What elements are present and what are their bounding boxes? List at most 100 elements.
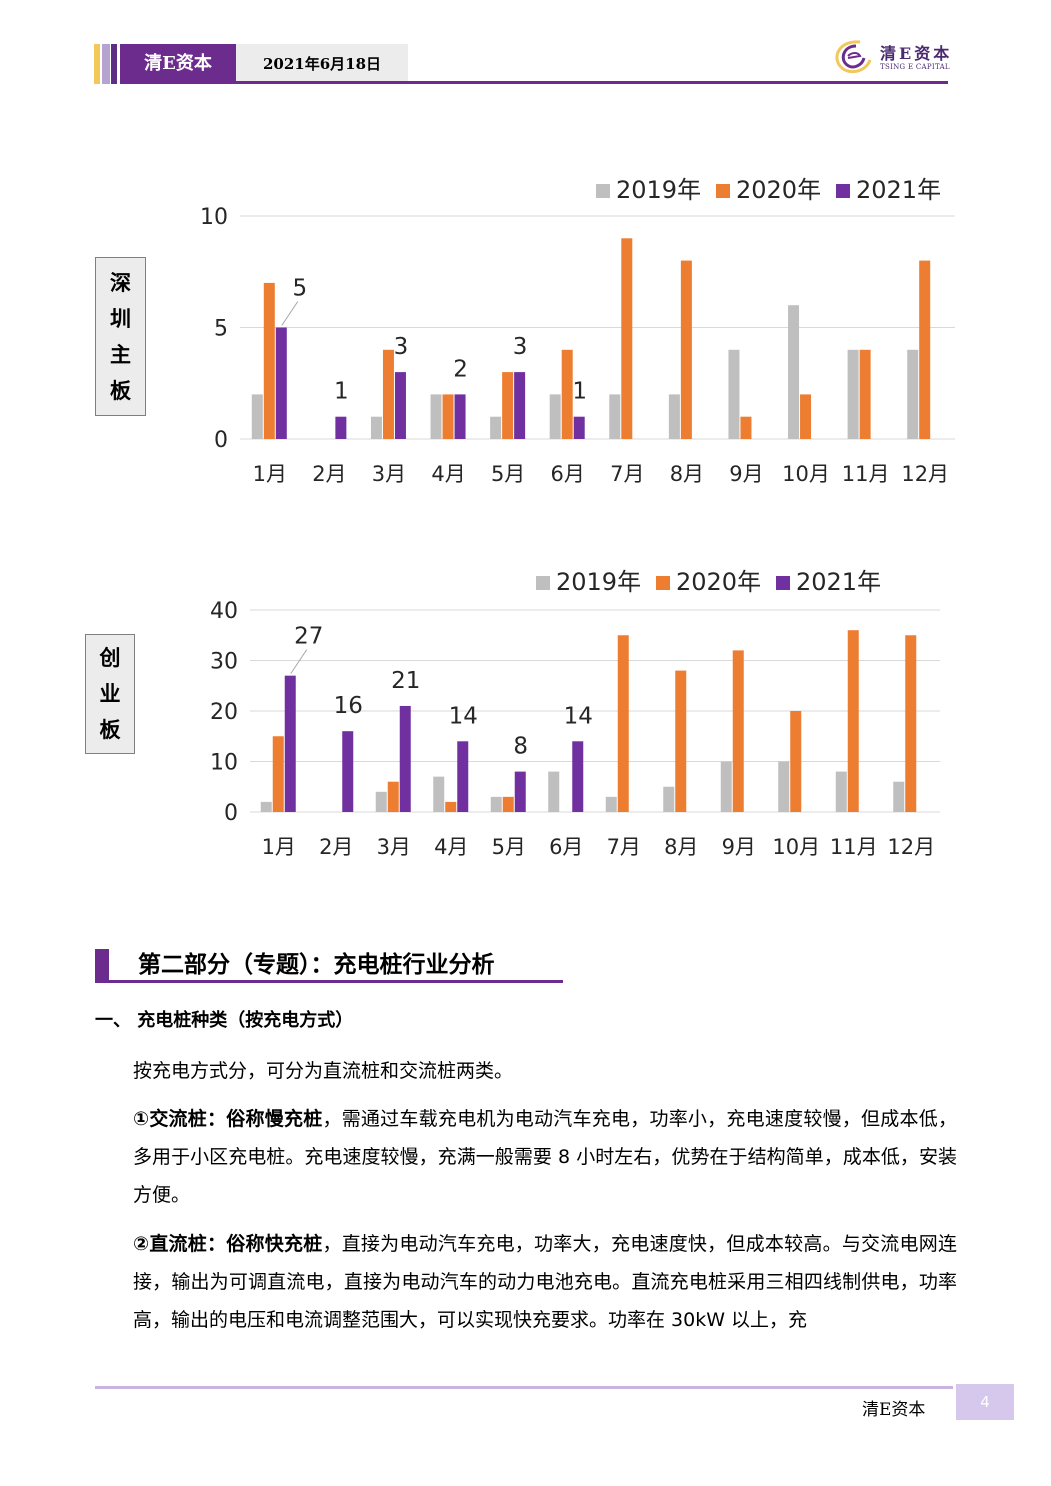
bar-2021年-3月 bbox=[399, 705, 411, 812]
paragraph: 按充电方式分，可分为直流桩和交流桩两类。 bbox=[95, 1052, 957, 1090]
header-accent-bar-purple bbox=[111, 44, 117, 84]
bar-2021年-2月 bbox=[342, 731, 354, 812]
x-tick-label: 4月 bbox=[431, 462, 465, 486]
x-tick-label: 11月 bbox=[830, 835, 878, 859]
x-tick-label: 10月 bbox=[772, 835, 820, 859]
y-tick-label: 0 bbox=[214, 428, 228, 453]
bar-2021年-1月 bbox=[284, 675, 296, 812]
section-underline bbox=[95, 980, 563, 983]
side-label-char: 板 bbox=[110, 378, 131, 403]
bar-2020年-7月 bbox=[621, 238, 633, 439]
bar-2020年-1月 bbox=[263, 282, 275, 439]
x-tick-label: 6月 bbox=[551, 462, 585, 486]
y-tick-label: 10 bbox=[200, 205, 228, 230]
x-tick-label: 11月 bbox=[842, 462, 890, 486]
legend-swatch bbox=[836, 184, 850, 198]
data-label: 3 bbox=[513, 334, 528, 360]
bar-2019年-11月 bbox=[847, 349, 859, 439]
bar-2019年-8月 bbox=[668, 394, 680, 439]
x-tick-label: 1月 bbox=[253, 462, 287, 486]
header-accent-bar-lavender bbox=[102, 44, 110, 84]
bar-2021年-6月 bbox=[572, 741, 584, 812]
paragraph: ②直流桩：俗称快充桩，直接为电动汽车充电，功率大，充电速度快，但成本较高。与交流… bbox=[95, 1225, 957, 1339]
y-tick-label: 30 bbox=[210, 650, 238, 675]
logo-chinese-name: 清E资本 bbox=[880, 44, 953, 63]
data-label: 3 bbox=[394, 334, 409, 360]
bar-2019年-12月 bbox=[907, 349, 919, 439]
bar-2021年-6月 bbox=[573, 416, 585, 439]
bar-2020年-6月 bbox=[561, 349, 573, 439]
x-tick-label: 12月 bbox=[901, 462, 949, 486]
paragraph-text: 按充电方式分，可分为直流桩和交流桩两类。 bbox=[133, 1060, 514, 1082]
legend-swatch bbox=[776, 576, 790, 590]
bar-2020年-3月 bbox=[387, 781, 399, 812]
x-tick-label: 3月 bbox=[372, 462, 406, 486]
side-label-char: 主 bbox=[110, 342, 131, 367]
bar-2021年-4月 bbox=[457, 741, 469, 812]
y-tick-label: 0 bbox=[224, 801, 238, 826]
bar-2019年-1月 bbox=[251, 394, 263, 439]
logo-english-name: TSING E CAPITAL bbox=[880, 63, 950, 71]
data-label: 8 bbox=[513, 734, 528, 760]
bar-2019年-5月 bbox=[490, 416, 502, 439]
paragraph: ①交流桩：俗称慢充桩，需通过车载充电机为电动汽车充电，功率小，充电速度较慢，但成… bbox=[95, 1100, 957, 1214]
bar-2020年-4月 bbox=[445, 801, 457, 812]
bar-2020年-4月 bbox=[442, 394, 454, 439]
legend-label: 2020年 bbox=[736, 176, 821, 204]
bar-2021年-4月 bbox=[454, 394, 466, 439]
side-label-char: 业 bbox=[99, 682, 121, 706]
y-tick-label: 10 bbox=[210, 751, 238, 776]
bar-2020年-5月 bbox=[502, 372, 514, 439]
x-tick-label: 9月 bbox=[729, 462, 763, 486]
bar-2019年-4月 bbox=[430, 394, 442, 439]
header-rule bbox=[120, 81, 948, 84]
header-accent-bar-yellow bbox=[94, 44, 100, 84]
paragraph-lead: ①交流桩：俗称慢充桩 bbox=[133, 1108, 323, 1130]
paragraph-text: ，需通过车载充电机为电动汽车充电，功率小，充电速度较慢，但成本低，多用于小区充电… bbox=[133, 1108, 957, 1206]
section-title: 第二部分（专题）：充电桩行业分析 bbox=[138, 952, 495, 978]
bar-2020年-7月 bbox=[617, 635, 629, 812]
x-tick-label: 5月 bbox=[491, 462, 525, 486]
data-label-leader-line bbox=[290, 649, 308, 674]
bar-2020年-10月 bbox=[800, 394, 812, 439]
chart1-side-label: 深 圳 主 板 bbox=[95, 257, 146, 416]
side-label-char: 创 bbox=[99, 646, 121, 670]
bar-2021年-5月 bbox=[514, 372, 526, 439]
paragraph-lead: ②直流桩：俗称快充桩 bbox=[133, 1233, 323, 1255]
x-tick-label: 7月 bbox=[610, 462, 644, 486]
bar-2019年-6月 bbox=[549, 394, 561, 439]
bar-2020年-1月 bbox=[272, 736, 284, 812]
y-tick-label: 20 bbox=[210, 700, 238, 725]
x-tick-label: 4月 bbox=[434, 835, 468, 859]
side-label-char: 板 bbox=[99, 718, 121, 742]
bar-2020年-3月 bbox=[382, 349, 394, 439]
bar-2019年-7月 bbox=[605, 796, 617, 812]
data-label: 1 bbox=[334, 379, 349, 405]
footer-rule bbox=[95, 1386, 953, 1389]
chart-chinext-board: 0 10 20 30 40 1月 2月 3月 4月 5月 6月 7月 8月 9月 10月 11月 12月 27 16… bbox=[210, 568, 940, 859]
data-label: 14 bbox=[564, 703, 593, 729]
chart-shenzhen-main-board: 0 5 10 1月 2月 3月 4月 5月 6月 7月 8月 9月 10月 11月 12月 5 1 3 2 3 1 201… bbox=[200, 176, 955, 486]
bar-2019年-9月 bbox=[720, 761, 732, 812]
data-label: 2 bbox=[453, 356, 468, 382]
bar-2019年-10月 bbox=[788, 305, 800, 439]
subheading: 一、 充电桩种类（按充电方式） bbox=[95, 1010, 354, 1031]
bar-2020年-12月 bbox=[905, 635, 917, 812]
bar-2020年-10月 bbox=[790, 711, 802, 812]
legend-label: 2019年 bbox=[556, 568, 641, 596]
header-brand: 清E资本 bbox=[120, 44, 236, 84]
x-tick-label: 3月 bbox=[377, 835, 411, 859]
x-tick-label: 10月 bbox=[782, 462, 830, 486]
page-number: 4 bbox=[956, 1384, 1014, 1420]
legend-label: 2021年 bbox=[856, 176, 941, 204]
bar-2021年-5月 bbox=[514, 771, 526, 812]
bar-2020年-9月 bbox=[740, 416, 752, 439]
legend-swatch bbox=[656, 576, 670, 590]
side-label-char: 圳 bbox=[110, 306, 131, 331]
legend-swatch bbox=[596, 184, 610, 198]
bar-2019年-5月 bbox=[490, 796, 502, 812]
bar-2021年-2月 bbox=[335, 416, 347, 439]
bar-2020年-9月 bbox=[732, 650, 744, 812]
data-label: 16 bbox=[334, 693, 363, 719]
bar-2019年-6月 bbox=[548, 771, 560, 812]
